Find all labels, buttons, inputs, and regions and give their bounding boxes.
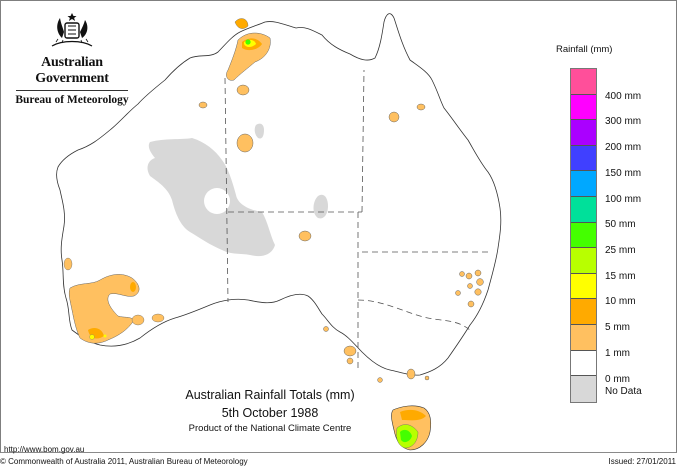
legend-swatch [571,69,596,95]
legend-swatch [571,171,596,197]
legend-label: 300 mm [605,116,642,127]
legend-swatch [571,248,596,274]
coastline [56,13,502,376]
legend-swatch [571,196,596,223]
no-data-region [313,194,328,219]
sw-wa-rain [68,274,140,344]
no-data-hole [204,188,230,214]
map-frame [0,0,677,453]
legend-label: No Data [605,386,642,397]
legend-swatch [571,350,596,377]
bom-logo: Australian Government Bureau of Meteorol… [8,10,136,106]
state-borders [224,69,490,372]
issued-date: Issued: 27/01/2011 [608,457,676,466]
legend-label: 100 mm [605,194,642,205]
coat-of-arms-icon [51,13,93,47]
map-date: 5th October 1988 [221,406,319,420]
legend-label: 25 mm [605,245,636,256]
legend-label: 15 mm [605,271,636,282]
legend-swatch [571,145,596,172]
legend-color-bar [570,68,597,403]
legend-label: 50 mm [605,219,636,230]
legend-swatch [571,120,596,146]
legend-label: 1 mm [605,348,630,359]
rainfall-patches [198,84,484,383]
legend-label: 200 mm [605,142,642,153]
legend-label: 10 mm [605,296,636,307]
no-data-region [254,123,264,139]
legend-swatch [571,324,596,351]
legend-label: 5 mm [605,322,630,333]
legend-swatch [571,222,596,249]
org-name: Australian Government [35,55,109,86]
legend-label: 150 mm [605,168,642,179]
map-title: Australian Rainfall Totals (mm) [185,388,355,402]
legend-swatch [571,376,596,402]
legend-swatch [571,299,596,325]
legend-title: Rainfall (mm) [556,44,613,55]
legend-label: 0 mm [605,374,630,385]
logo-divider [16,90,128,91]
map-product: Product of the National Climate Centre [188,423,352,434]
legend-label: 400 mm [605,91,642,102]
agency-name: Bureau of Meteorology [15,94,129,106]
legend-swatch [571,273,596,300]
legend-swatch [571,94,596,121]
copyright-text: © Commonwealth of Australia 2011, Austra… [0,457,248,466]
bom-url-link[interactable]: http://www.bom.gov.au [4,445,85,454]
